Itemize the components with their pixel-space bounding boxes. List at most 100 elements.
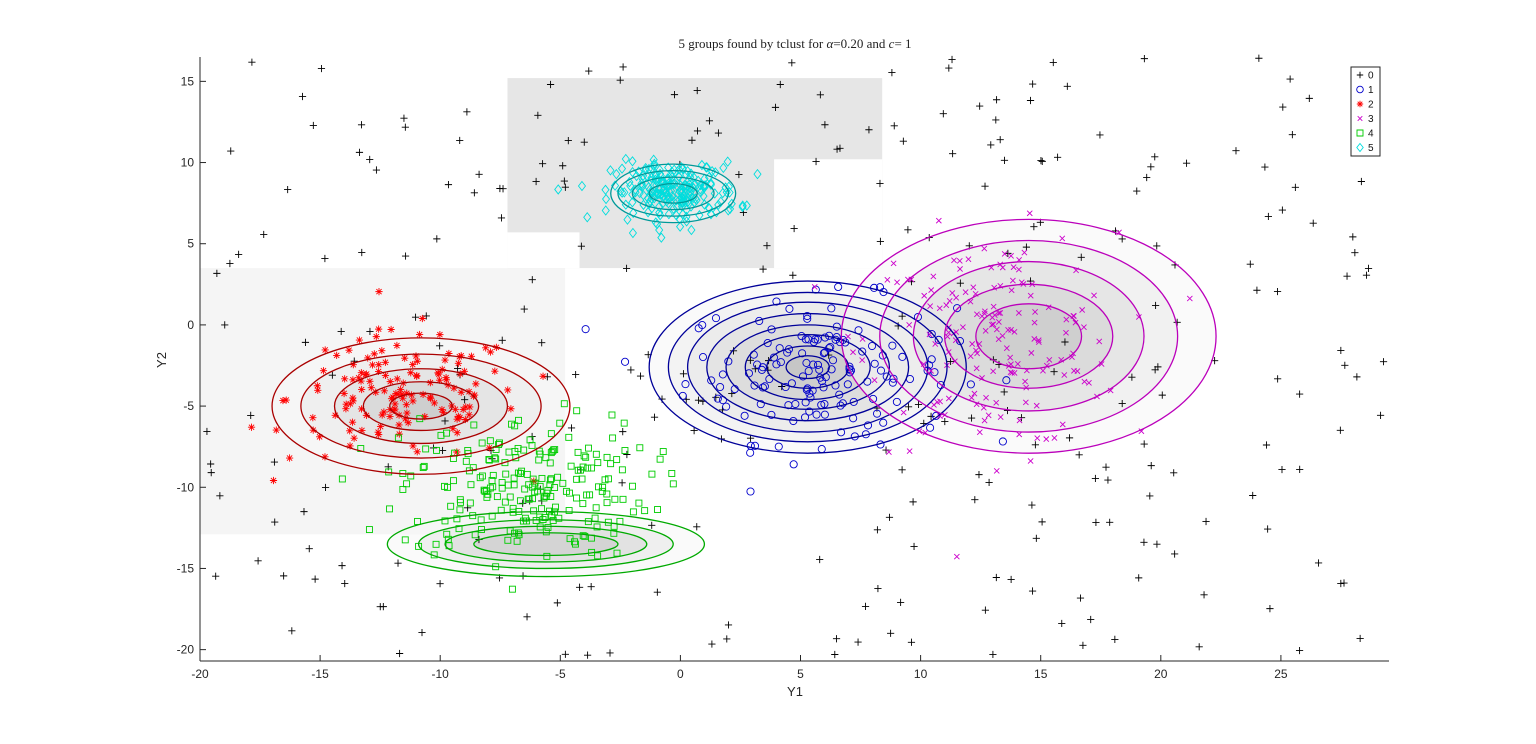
point-group-0 xyxy=(746,356,754,364)
point-group-4 xyxy=(580,452,588,460)
point-group-3 xyxy=(944,333,951,340)
legend-label-3: 3 xyxy=(1368,114,1374,125)
point-group-2 xyxy=(381,358,389,366)
point-group-0 xyxy=(358,248,366,257)
point-group-0 xyxy=(317,64,326,73)
point-group-0 xyxy=(1278,206,1286,214)
point-group-3 xyxy=(1040,367,1046,374)
point-group-0 xyxy=(693,127,702,135)
point-group-2 xyxy=(438,405,446,414)
point-group-4 xyxy=(609,434,617,442)
point-group-4 xyxy=(601,476,609,484)
point-group-5 xyxy=(601,205,610,216)
point-group-3 xyxy=(1091,292,1097,299)
point-group-5 xyxy=(620,187,629,198)
point-group-5 xyxy=(719,162,728,174)
point-group-4 xyxy=(483,487,491,495)
point-group-0 xyxy=(338,562,346,570)
point-group-0 xyxy=(376,603,384,611)
point-group-3 xyxy=(927,303,934,310)
point-group-4 xyxy=(386,505,394,513)
point-group-5 xyxy=(656,170,665,181)
point-group-0 xyxy=(418,628,426,637)
point-group-4 xyxy=(544,524,552,531)
point-group-2 xyxy=(427,394,435,402)
point-group-2 xyxy=(435,370,443,378)
point-group-5 xyxy=(677,187,687,199)
point-group-4 xyxy=(573,407,581,415)
point-group-4 xyxy=(619,495,627,503)
point-group-0 xyxy=(724,621,733,629)
point-group-3 xyxy=(981,308,988,315)
point-group-3 xyxy=(921,292,928,299)
point-group-2 xyxy=(309,426,317,434)
point-group-1 xyxy=(798,372,808,381)
point-group-5 xyxy=(606,165,615,176)
point-group-4 xyxy=(480,486,488,494)
point-group-1 xyxy=(927,329,936,339)
point-group-0 xyxy=(619,63,627,71)
point-group-0 xyxy=(1133,187,1141,195)
point-group-4 xyxy=(566,535,574,543)
point-group-1 xyxy=(849,397,858,406)
point-group-0 xyxy=(1087,615,1095,624)
point-group-0 xyxy=(1273,287,1282,296)
point-group-0 xyxy=(561,183,569,191)
region-cutout xyxy=(774,159,883,269)
contour-line-group-5 xyxy=(648,182,698,204)
point-group-4 xyxy=(574,448,582,456)
point-group-3 xyxy=(953,553,960,560)
point-group-0 xyxy=(1077,253,1085,261)
x-tick-label: 5 xyxy=(797,667,804,681)
y-tick-label: -5 xyxy=(183,399,194,413)
point-group-3 xyxy=(1046,356,1053,363)
point-group-4 xyxy=(542,528,550,536)
point-group-0 xyxy=(1038,157,1046,165)
point-group-1 xyxy=(797,332,806,341)
point-group-1 xyxy=(913,312,923,322)
point-group-1 xyxy=(756,400,765,409)
point-group-5 xyxy=(646,189,655,200)
point-group-3 xyxy=(1081,324,1087,331)
point-group-0 xyxy=(1376,411,1385,419)
x-tick-label: -20 xyxy=(191,667,209,681)
point-group-3 xyxy=(971,390,978,397)
point-group-0 xyxy=(1092,518,1100,527)
point-group-2 xyxy=(453,448,461,456)
point-group-1 xyxy=(621,357,630,366)
point-group-4 xyxy=(509,504,517,512)
point-group-2 xyxy=(439,408,447,416)
point-group-0 xyxy=(789,271,797,279)
point-group-2 xyxy=(486,348,495,356)
point-group-0 xyxy=(1007,575,1015,584)
point-group-2 xyxy=(372,388,380,396)
point-group-2 xyxy=(342,400,350,408)
point-group-4 xyxy=(659,448,667,455)
point-group-3 xyxy=(985,412,992,419)
y-tick-label: 10 xyxy=(181,156,195,170)
point-group-0 xyxy=(949,150,957,158)
point-group-0 xyxy=(1266,605,1274,613)
point-group-4 xyxy=(433,446,440,454)
point-group-2 xyxy=(355,336,364,344)
point-group-0 xyxy=(1264,525,1272,533)
contour-line-group-1 xyxy=(667,291,948,443)
point-group-4 xyxy=(456,506,464,514)
point-group-4 xyxy=(542,454,550,462)
point-group-2 xyxy=(504,386,512,394)
point-group-1 xyxy=(831,381,840,390)
point-group-0 xyxy=(216,492,224,500)
point-group-0 xyxy=(305,545,313,553)
point-group-1 xyxy=(888,341,897,350)
point-group-3 xyxy=(981,417,988,424)
legend-label-4: 4 xyxy=(1368,129,1374,140)
point-group-1 xyxy=(809,360,818,369)
point-group-3 xyxy=(965,256,972,263)
point-group-4 xyxy=(531,488,539,496)
point-group-2 xyxy=(387,325,395,334)
point-group-0 xyxy=(1200,591,1208,599)
point-group-0 xyxy=(981,182,989,190)
point-group-2 xyxy=(449,425,457,433)
point-group-3 xyxy=(1015,266,1022,273)
